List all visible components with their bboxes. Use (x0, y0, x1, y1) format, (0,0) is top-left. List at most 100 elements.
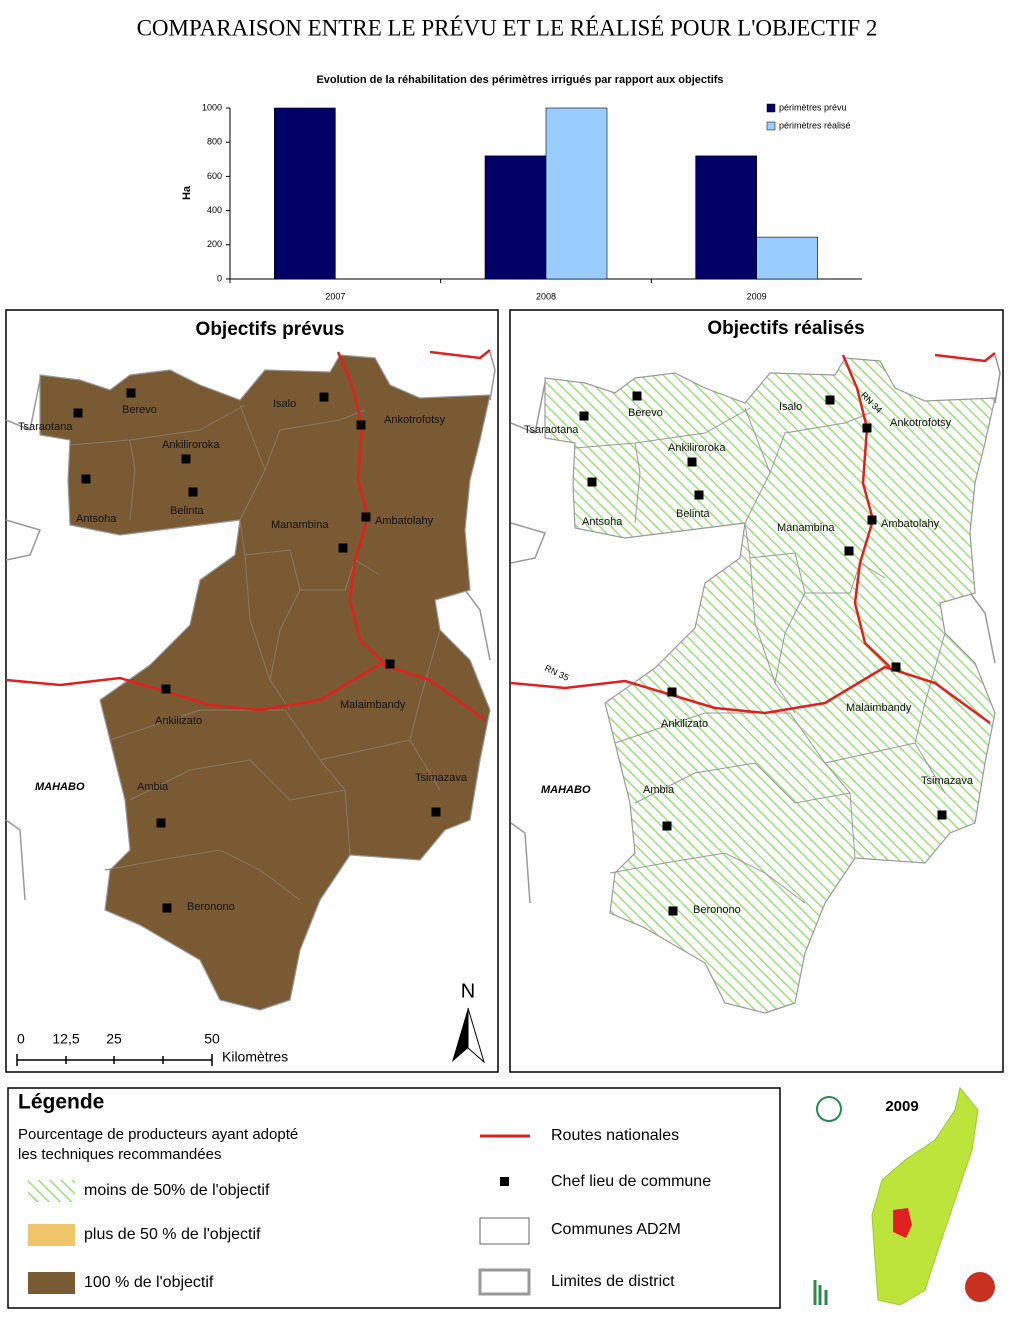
commune-point (361, 512, 371, 522)
commune-label: Tsaraotana (18, 421, 73, 433)
legend-label: Limites de district (551, 1273, 675, 1290)
legend-box (7, 1087, 781, 1309)
legend-district (478, 1268, 531, 1296)
commune-point (667, 687, 677, 697)
commune-point (73, 408, 83, 418)
page-title: COMPARAISON ENTRE LE PRÉVU ET LE RÉALISÉ… (137, 15, 878, 40)
bar (756, 236, 818, 280)
bar (484, 155, 547, 280)
y-tick-label: 0 (217, 273, 222, 283)
commune-point (825, 395, 835, 405)
commune-label: Beronono (693, 904, 741, 916)
scale-tick-label: 50 (204, 1031, 220, 1047)
commune-point (867, 515, 877, 525)
legend-label: périmètres prévu (779, 102, 847, 112)
district-label: MAHABO (541, 784, 591, 796)
commune-label: Isalo (273, 398, 296, 410)
commune-label: Belinta (170, 505, 205, 517)
commune-label: Manambina (271, 519, 329, 531)
commune-point (694, 490, 704, 500)
commune-point (156, 818, 166, 828)
commune-label: Manambina (777, 522, 835, 534)
legend-swatch (766, 121, 776, 131)
commune-point (844, 546, 854, 556)
legend-swatch (766, 103, 776, 113)
commune-label: Ankilizato (661, 718, 708, 730)
commune-label: Antsoha (76, 513, 117, 525)
north-arrow: N (452, 980, 485, 1064)
commune-point (937, 810, 947, 820)
legend-label: périmètres réalisé (779, 120, 851, 130)
commune-point (385, 659, 395, 669)
commune-label: Tsaraotana (524, 424, 579, 436)
x-tick-label: 2009 (747, 291, 767, 301)
commune-label: Beronono (187, 901, 235, 913)
commune-point (668, 906, 678, 916)
chart-title: Evolution de la réhabilitation des périm… (316, 74, 723, 86)
scale-bar: Kilomètres (16, 1049, 288, 1066)
commune-point (319, 392, 329, 402)
commune-label: Ankiliroroka (668, 442, 726, 454)
commune-point (126, 388, 136, 398)
bar (274, 107, 336, 280)
legend-subtitle: les techniques recommandées (18, 1146, 221, 1163)
commune-label: Isalo (779, 401, 802, 413)
legend-title: Légende (18, 1091, 104, 1114)
north-label: N (461, 980, 475, 1002)
commune-point (687, 457, 697, 467)
commune-label: Ambatolahy (375, 515, 434, 527)
commune-label: Ambia (137, 781, 169, 793)
commune-label: Antsoha (582, 516, 623, 528)
commune-label: Malaimbandy (340, 699, 406, 711)
legend-point (500, 1177, 509, 1186)
map-title: Objectifs prévus (196, 319, 345, 340)
legend-swatch (28, 1272, 75, 1294)
scale-tick-label: 25 (106, 1031, 122, 1047)
commune-point (181, 454, 191, 464)
bar (545, 107, 608, 280)
y-tick-label: 400 (207, 205, 222, 215)
y-tick-label: 1000 (202, 102, 222, 112)
commune-point (587, 477, 597, 487)
commune-label: Ankiliroroka (162, 439, 220, 451)
legend-swatch (28, 1224, 75, 1246)
commune-label: Ankilizato (155, 715, 202, 727)
legend-label: 100 % de l'objectif (84, 1274, 214, 1291)
commune-label: Tsimazava (415, 772, 468, 784)
bar-chart: Evolution de la réhabilitation des périm… (181, 74, 862, 301)
legend-subtitle: Pourcentage de producteurs ayant adopté (18, 1126, 298, 1143)
commune-label: Belinta (676, 508, 711, 520)
legend-label: moins de 50% de l'objectif (84, 1182, 270, 1199)
scale-tick-label: 0 (17, 1031, 25, 1047)
commune-point (338, 543, 348, 553)
legend-label: Communes AD2M (551, 1221, 681, 1238)
commune-label: Berevo (122, 404, 157, 416)
x-tick-label: 2007 (325, 291, 345, 301)
commune-point (161, 684, 171, 694)
inset: 2009 (813, 1086, 995, 1306)
district-label: MAHABO (35, 781, 85, 793)
commune-point (632, 391, 642, 401)
scale-unit: Kilomètres (222, 1049, 288, 1065)
commune-point (891, 662, 901, 672)
scale-tick-label: 12,5 (52, 1031, 79, 1047)
bar (695, 155, 757, 280)
commune-label: Malaimbandy (846, 702, 912, 714)
commune-label: Ambia (643, 784, 675, 796)
legend-commune (479, 1217, 530, 1245)
y-tick-label: 800 (207, 137, 222, 147)
commune-point (862, 423, 872, 433)
commune-label: Tsimazava (921, 775, 974, 787)
x-tick-label: 2008 (536, 291, 556, 301)
commune-label: Ankotrofotsy (890, 417, 952, 429)
commune-point (81, 474, 91, 484)
inset-year: 2009 (885, 1098, 918, 1115)
commune-point (579, 411, 589, 421)
commune-point (662, 821, 672, 831)
y-tick-label: 600 (207, 171, 222, 181)
legend-label: Chef lieu de commune (551, 1173, 711, 1190)
commune-label: Ankotrofotsy (384, 414, 446, 426)
y-tick-label: 200 (207, 239, 222, 249)
legend-swatch (28, 1180, 75, 1202)
